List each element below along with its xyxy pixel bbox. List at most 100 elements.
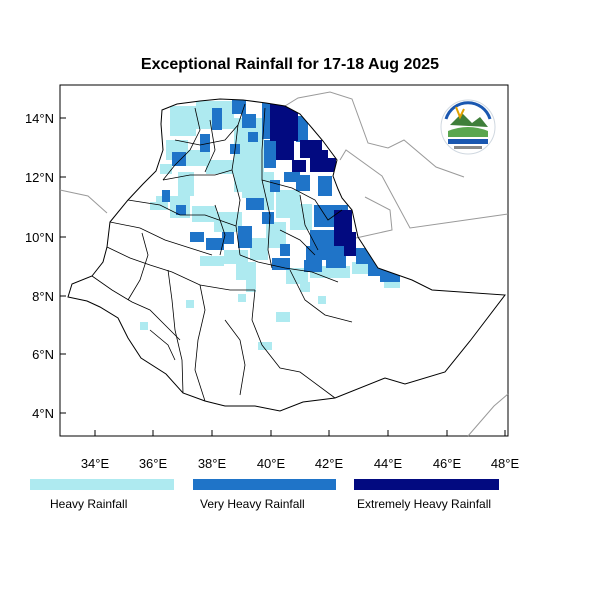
heavy-rainfall-cell [208, 118, 214, 124]
very-heavy-rainfall-cell [212, 108, 222, 130]
heavy-rainfall-cell [300, 282, 310, 292]
region-border [174, 124, 239, 146]
very-heavy-rainfall-cell [238, 226, 252, 248]
heavy-rainfall-cell [236, 262, 256, 280]
lon-tick-label: 34°E [81, 456, 110, 471]
very-heavy-rainfall-cell [280, 244, 290, 256]
heavy-rainfall-cell [186, 150, 210, 166]
region-border [162, 169, 233, 181]
very-heavy-rainfall-cell [262, 103, 272, 139]
very-heavy-rainfall-cell [200, 134, 210, 152]
longitude-ticks: 34°E 36°E 38°E 40°E 42°E 44°E 46°E 48°E [81, 430, 520, 471]
legend-swatch-heavy [30, 479, 174, 490]
extreme-rainfall-cell [344, 232, 356, 256]
very-heavy-rainfall-cell [306, 246, 328, 260]
very-heavy-rainfall-cell [272, 258, 290, 270]
region-border [91, 275, 181, 341]
very-heavy-rainfall-cell [318, 176, 332, 196]
lat-tick-label: 8°N [32, 289, 54, 304]
region-border [204, 119, 216, 173]
heavy-rainfall-cell [318, 296, 326, 304]
heavy-rainfall-cell [214, 212, 242, 232]
region-border [261, 179, 343, 221]
region-border [214, 204, 226, 256]
lat-tick-label: 14°N [25, 111, 54, 126]
somalia-coast [467, 393, 509, 437]
legend-swatch-extreme [354, 479, 499, 490]
legend-label-extreme: Extremely Heavy Rainfall [357, 497, 492, 511]
legend-swatch-very-heavy [193, 479, 336, 490]
lat-tick-label: 4°N [32, 406, 54, 421]
very-heavy-rainfall-cell [206, 238, 224, 250]
ethiopian-meteorology-institute-logo [440, 99, 496, 155]
heavy-rainfall-cell [186, 300, 194, 308]
extreme-rainfall-cell [276, 140, 294, 160]
region-border [109, 221, 213, 256]
heavy-rainfall-cell [238, 294, 246, 302]
heavy-rainfall-cell [150, 202, 158, 210]
lon-tick-label: 36°E [139, 456, 168, 471]
neighbor-borders [59, 91, 509, 437]
region-border [251, 289, 336, 399]
heavy-rainfall-cell [182, 126, 192, 136]
region-border [239, 254, 339, 283]
lon-tick-label: 44°E [374, 456, 403, 471]
eritrea-border [284, 91, 465, 178]
region-border [261, 107, 273, 269]
heavy-rainfall-cell [140, 322, 148, 330]
heavy-rainfall-cell [178, 172, 194, 196]
very-heavy-rainfall-cell [310, 230, 340, 246]
extreme-rainfall-cell [292, 160, 306, 172]
very-heavy-rainfall-cell [296, 116, 308, 142]
very-heavy-rainfall-cell [264, 140, 276, 168]
region-border [224, 319, 246, 396]
heavy-rainfall-cell [200, 256, 224, 266]
heavy-rainfall-cell [266, 222, 286, 248]
extreme-rainfall-cell [270, 103, 298, 141]
very-heavy-rainfall-cell [356, 248, 376, 264]
heavy-rainfall-cell [206, 160, 234, 174]
lon-tick-label: 46°E [433, 456, 462, 471]
lon-tick-label: 48°E [491, 456, 520, 471]
map-frame [59, 84, 509, 437]
very-heavy-rainfall-cell [162, 190, 170, 202]
ethiopia-border [67, 98, 506, 412]
extreme-rainfall-cell [322, 158, 336, 172]
region-border [194, 284, 206, 402]
very-heavy-rainfall-cell [190, 232, 204, 242]
sudan-border [339, 149, 509, 229]
legend-label-very-heavy: Very Heavy Rainfall [200, 497, 305, 511]
legend-label-heavy: Heavy Rainfall [50, 497, 128, 511]
heavy-rainfall-cell [384, 280, 400, 288]
djibouti-border [355, 196, 393, 239]
region-border [279, 229, 316, 256]
heavy-rainfall-cell [224, 250, 248, 264]
heavy-rainfall-cell [160, 164, 172, 174]
very-heavy-rainfall-cell [172, 152, 186, 166]
map-title: Exceptional Rainfall for 17-18 Aug 2025 [140, 56, 440, 73]
very-heavy-rainfall-cell [304, 260, 322, 272]
latitude-ticks: 4°N 6°N 8°N 10°N 12°N 14°N [25, 111, 66, 421]
rainfall-cells [140, 100, 400, 350]
region-border [149, 329, 176, 361]
lon-tick-label: 42°E [315, 456, 344, 471]
very-heavy-rainfall-cell [326, 246, 346, 268]
region-border [127, 199, 237, 227]
lat-tick-label: 6°N [32, 347, 54, 362]
heavy-rainfall-cell [192, 206, 216, 222]
very-heavy-rainfall-cell [248, 132, 258, 142]
very-heavy-rainfall-cell [380, 272, 400, 282]
heavy-rainfall-cell [246, 278, 256, 292]
west-border [59, 189, 108, 214]
heavy-rainfall-cell [250, 238, 268, 260]
region-border [299, 194, 319, 251]
very-heavy-rainfall-cell [246, 198, 264, 210]
region-border [127, 232, 149, 301]
very-heavy-rainfall-cell [270, 180, 280, 192]
lon-tick-label: 40°E [257, 456, 286, 471]
heavy-rainfall-cell [258, 342, 272, 350]
heavy-rainfall-cell [352, 262, 368, 274]
regional-borders [91, 103, 353, 402]
region-border [167, 269, 184, 394]
